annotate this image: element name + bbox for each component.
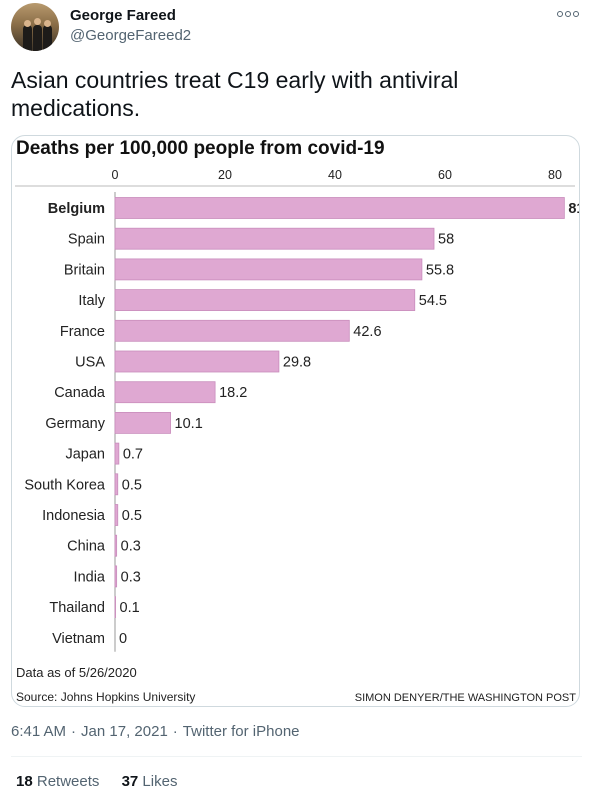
bar — [114, 197, 565, 219]
author-name[interactable]: George Fareed — [70, 7, 176, 24]
value-label: 0.1 — [120, 600, 140, 616]
tweet-time[interactable]: 6:41 AM — [11, 723, 67, 740]
tweet-date[interactable]: Jan 17, 2021 — [81, 723, 168, 740]
category-label: Vietnam — [52, 631, 105, 647]
bar — [114, 504, 119, 526]
chart-credit: SIMON DENYER/THE WASHINGTON POST — [355, 692, 577, 704]
tweet-client[interactable]: Twitter for iPhone — [182, 723, 300, 740]
more-dot — [565, 11, 571, 17]
chart-source: Source: Johns Hopkins University — [16, 690, 195, 704]
bar — [114, 596, 116, 619]
category-label: Spain — [68, 232, 105, 248]
tick-label: 60 — [438, 168, 452, 182]
bar — [114, 411, 171, 434]
retweets-stat[interactable]: 18 Retweets — [16, 773, 99, 790]
bar — [114, 227, 435, 250]
tweet-stats: 18 Retweets 37 Likes — [16, 773, 195, 790]
divider — [11, 756, 582, 757]
tweet-meta: 6:41 AM · Jan 17, 2021 · Twitter for iPhone — [11, 723, 300, 740]
value-label: 58 — [438, 232, 454, 248]
tick-label: 0 — [112, 168, 119, 182]
avatar-head — [34, 18, 41, 25]
avatar-figure — [43, 25, 52, 51]
more-options-icon[interactable] — [556, 6, 580, 22]
category-label: Italy — [78, 293, 105, 309]
bar — [114, 350, 280, 373]
value-label: 0 — [119, 631, 127, 647]
category-label: South Korea — [24, 477, 106, 493]
likes-count: 37 — [121, 773, 139, 790]
value-label: 29.8 — [283, 355, 311, 371]
category-label: India — [74, 569, 106, 585]
value-label: 54.5 — [419, 293, 447, 309]
meta-separator: · — [172, 723, 178, 740]
value-label: 0.3 — [121, 569, 141, 585]
bar — [114, 381, 216, 404]
category-label: Thailand — [49, 600, 105, 616]
value-label: 81.7 — [568, 201, 579, 217]
bar — [114, 258, 423, 281]
media-card[interactable]: Deaths per 100,000 people from covid-19 0… — [11, 135, 580, 707]
value-label: 42.6 — [353, 324, 381, 340]
avatar-head — [24, 20, 31, 27]
more-dot — [557, 11, 563, 17]
avatar-figure — [33, 25, 42, 51]
likes-label: Likes — [142, 773, 178, 790]
chart-title: Deaths per 100,000 people from covid-19 — [16, 138, 385, 159]
retweets-label: Retweets — [36, 773, 100, 790]
bar — [114, 319, 350, 342]
value-label: 0.3 — [121, 539, 141, 555]
value-label: 0.5 — [122, 477, 142, 493]
bar — [114, 289, 416, 312]
avatar[interactable] — [11, 3, 59, 51]
retweets-count: 18 — [16, 773, 33, 790]
value-label: 10.1 — [175, 416, 203, 432]
value-label: 0.5 — [122, 508, 142, 524]
bar — [114, 442, 120, 465]
category-label: Britain — [64, 262, 105, 278]
category-label: Indonesia — [42, 508, 106, 524]
chart-footnote: Data as of 5/26/2020 — [16, 665, 137, 680]
tick-label: 40 — [328, 168, 342, 182]
category-label: France — [60, 324, 105, 340]
tweet-text: Asian countries treat C19 early with ant… — [11, 67, 459, 121]
tick-label: 20 — [218, 168, 232, 182]
value-label: 18.2 — [219, 385, 247, 401]
category-label: Canada — [54, 385, 106, 401]
tick-label: 80 — [548, 168, 562, 182]
category-label: Belgium — [48, 201, 105, 217]
avatar-figure — [23, 25, 32, 51]
category-label: Germany — [45, 416, 105, 432]
value-label: 55.8 — [426, 262, 454, 278]
bar — [114, 473, 119, 496]
category-label: USA — [75, 355, 105, 371]
category-label: Japan — [65, 447, 105, 463]
avatar-head — [44, 20, 51, 27]
bar — [114, 565, 118, 588]
bar — [114, 534, 118, 557]
value-label: 0.7 — [123, 447, 143, 463]
likes-stat[interactable]: 37 Likes — [122, 773, 178, 790]
bar-chart: Deaths per 100,000 people from covid-19 0… — [15, 138, 579, 704]
category-label: China — [67, 539, 106, 555]
meta-separator: · — [71, 723, 77, 740]
more-dot — [573, 11, 579, 17]
author-handle[interactable]: @GeorgeFareed2 — [70, 27, 192, 44]
